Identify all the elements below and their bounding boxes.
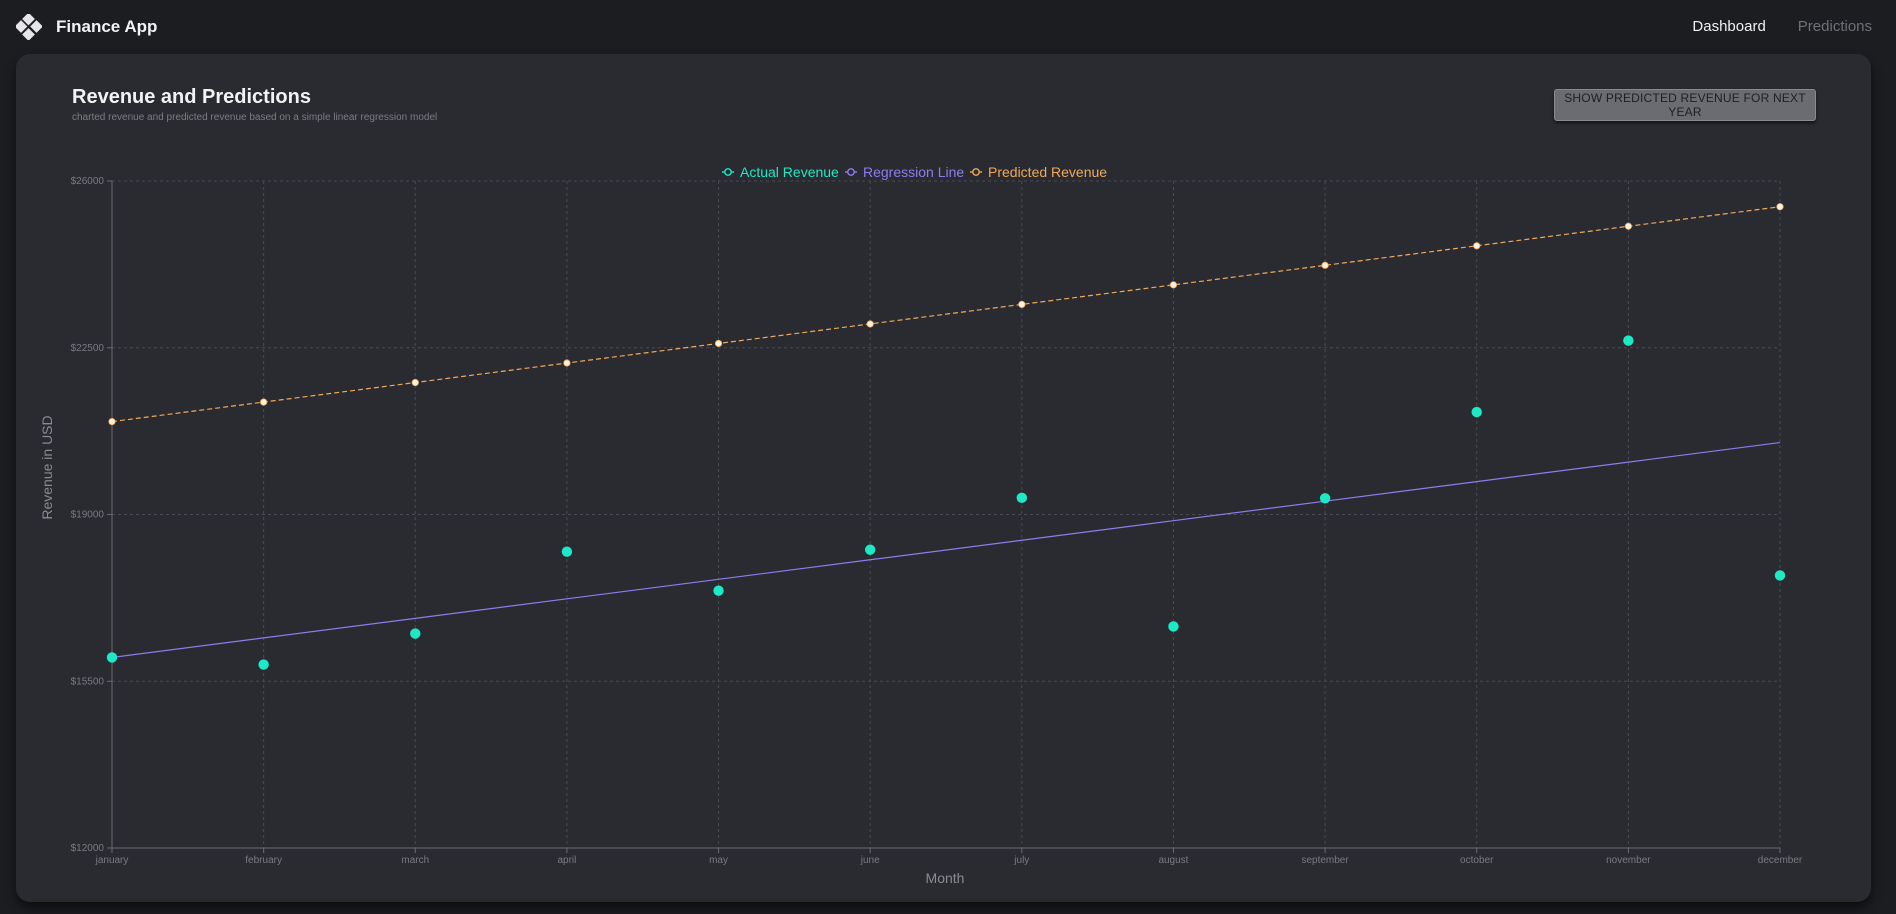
x-tick-label: november [1606, 855, 1651, 866]
x-tick-label: april [557, 855, 576, 866]
y-axis-title: Revenue in USD [39, 415, 55, 519]
actual-revenue-point [1168, 621, 1179, 632]
main-nav: Dashboard Predictions [1692, 18, 1872, 35]
y-tick-label: $12000 [71, 843, 105, 854]
actual-revenue-point [106, 652, 118, 663]
predicted-revenue-point [1321, 261, 1329, 269]
x-tick-label: june [860, 855, 880, 866]
y-tick-label: $15500 [71, 676, 105, 687]
actual-revenue-point [258, 659, 269, 670]
regression-line [111, 441, 1781, 659]
legend-label: Actual Revenue [740, 164, 839, 180]
nav-dashboard[interactable]: Dashboard [1692, 18, 1766, 35]
x-tick-label: august [1158, 855, 1188, 866]
revenue-card: Revenue and Predictions charted revenue … [16, 54, 1871, 902]
predicted-revenue-line [111, 206, 1781, 423]
app-name: Finance App [56, 17, 158, 36]
x-tick-label: september [1301, 855, 1349, 866]
show-predicted-revenue-button[interactable]: SHOW PREDICTED REVENUE FOR NEXT YEAR [1554, 89, 1816, 121]
legend-label: Regression Line [863, 164, 964, 180]
predicted-revenue-point [411, 378, 419, 387]
actual-revenue-point [1471, 406, 1482, 418]
x-tick-label: october [1460, 855, 1494, 866]
actual-revenue-point [713, 585, 724, 596]
card-title: Revenue and Predictions [72, 86, 311, 108]
legend-swatch-marker [724, 168, 732, 176]
x-tick-label: may [709, 855, 728, 866]
y-tick-label: $22500 [71, 343, 105, 354]
x-tick-label: january [95, 855, 129, 866]
card-subtitle: charted revenue and predicted revenue ba… [72, 112, 438, 123]
x-tick-label: december [1758, 855, 1803, 866]
diamond-grid-icon [16, 14, 42, 40]
predicted-revenue-point [260, 398, 268, 406]
predicted-revenue-point [1018, 300, 1026, 308]
top-navbar: Finance App Dashboard Predictions [0, 0, 1896, 54]
brand[interactable]: Finance App [16, 14, 157, 40]
actual-revenue-point [1774, 570, 1786, 581]
legend-label: Predicted Revenue [988, 164, 1107, 180]
predicted-revenue-point [563, 359, 571, 367]
nav-predictions[interactable]: Predictions [1797, 18, 1872, 35]
actual-revenue-point [1623, 335, 1634, 346]
actual-revenue-point [864, 544, 876, 555]
y-tick-label: $19000 [71, 510, 105, 521]
x-tick-label: july [1013, 855, 1029, 866]
predicted-revenue-point [1169, 281, 1178, 289]
actual-revenue-point [561, 546, 573, 557]
legend-swatch-marker [847, 168, 855, 176]
predicted-revenue-point [1473, 242, 1481, 250]
chart-legend: Actual Revenue Regression Line Predicted R… [722, 164, 1107, 180]
actual-revenue-point [1016, 492, 1028, 504]
actual-revenue-point [410, 628, 421, 639]
predicted-revenue-point [108, 417, 116, 426]
actual-revenue-point [1319, 493, 1331, 504]
predicted-revenue-point [866, 320, 874, 328]
y-tick-label: $26000 [71, 176, 105, 187]
predicted-revenue-point [1776, 203, 1784, 211]
x-tick-label: february [245, 855, 282, 866]
predicted-revenue-point [1624, 222, 1632, 230]
chart-grid [111, 180, 1781, 848]
legend-swatch-marker [972, 168, 980, 176]
x-axis-title: Month [926, 870, 965, 886]
x-tick-label: march [401, 855, 429, 866]
predicted-revenue-point [714, 339, 723, 348]
